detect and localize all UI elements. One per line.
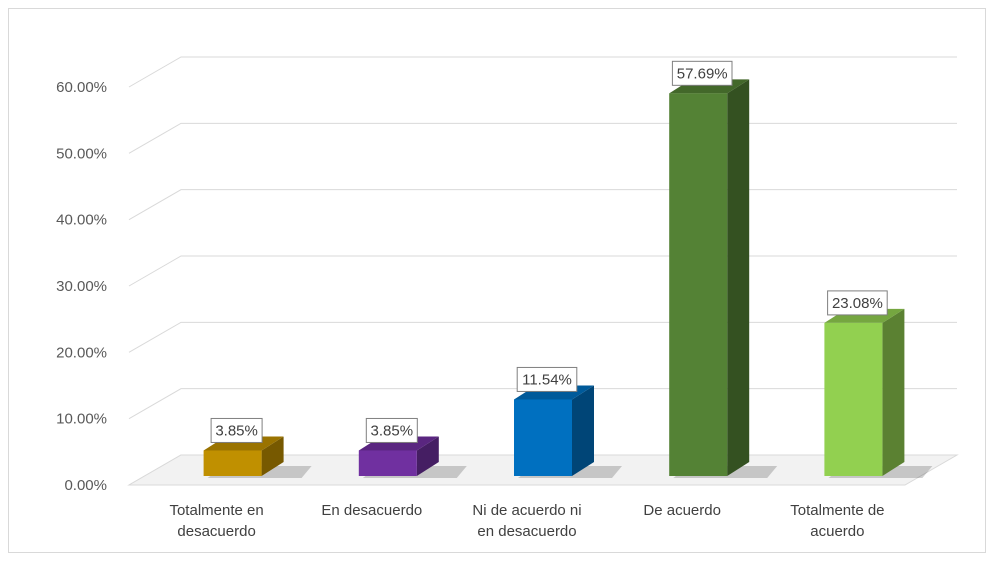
bar-front <box>824 322 883 476</box>
gridline <box>128 56 957 88</box>
category-label: Ni de acuerdo ni en desacuerdo <box>472 502 581 540</box>
data-label-text: 57.69% <box>677 65 728 82</box>
bar-side <box>261 436 284 476</box>
x-axis-category-labels: Totalmente en desacuerdo En desacuerdo Ni d… <box>169 502 884 540</box>
data-labels: 3.85% 3.85% 11.54% 57.69% 23.08% <box>210 60 888 443</box>
bar <box>514 385 622 478</box>
y-tick-label: 60.00% <box>56 79 107 96</box>
gridline <box>128 122 957 154</box>
data-label-box <box>516 366 578 392</box>
bar-front <box>669 93 728 476</box>
data-label: 23.08% <box>827 290 888 316</box>
bar <box>669 79 778 478</box>
data-label: 3.85% <box>210 417 263 443</box>
y-tick-label: 40.00% <box>56 212 107 229</box>
data-label-text: 11.54% <box>522 371 572 388</box>
bar-chart: 0.00% 10.00% 20.00% 30.00% 40.00% 50.00% 60.00… <box>56 56 959 540</box>
data-label: 11.54% <box>516 366 578 392</box>
category-label: Totalmente de acuerdo <box>790 502 884 540</box>
y-tick-label: 50.00% <box>56 145 107 162</box>
bars <box>203 79 933 478</box>
bar-side <box>572 385 594 476</box>
category-label: Totalmente en desacuerdo <box>169 502 263 540</box>
bar-side <box>882 308 905 476</box>
bar-front <box>203 450 262 476</box>
y-tick-label: 0.00% <box>64 477 107 494</box>
category-label: De acuerdo <box>643 502 721 519</box>
bar-side <box>416 436 439 476</box>
gridlines <box>128 56 957 486</box>
gridline <box>128 189 957 221</box>
data-label-box <box>365 417 418 443</box>
chart-area: 0.00% 10.00% 20.00% 30.00% 40.00% 50.00% 60.00… <box>8 8 986 553</box>
gridline <box>128 255 957 287</box>
bar-front <box>358 450 417 476</box>
bar-side <box>727 79 750 476</box>
data-label-text: 3.85% <box>371 422 414 439</box>
category-label: En desacuerdo <box>321 502 422 519</box>
y-tick-label: 20.00% <box>56 344 107 361</box>
y-tick-label: 30.00% <box>56 278 107 295</box>
data-label-text: 3.85% <box>215 422 258 439</box>
y-axis-tick-labels: 0.00% 10.00% 20.00% 30.00% 40.00% 50.00% 60.00… <box>56 79 107 494</box>
data-label-box <box>827 290 888 316</box>
data-label: 3.85% <box>365 417 418 443</box>
y-tick-label: 10.00% <box>56 411 107 428</box>
bar-front <box>514 399 572 476</box>
data-label-box <box>210 417 263 443</box>
data-label-box <box>671 60 733 86</box>
data-label: 57.69% <box>671 60 733 86</box>
bar <box>824 308 933 478</box>
data-label-text: 23.08% <box>832 295 883 312</box>
